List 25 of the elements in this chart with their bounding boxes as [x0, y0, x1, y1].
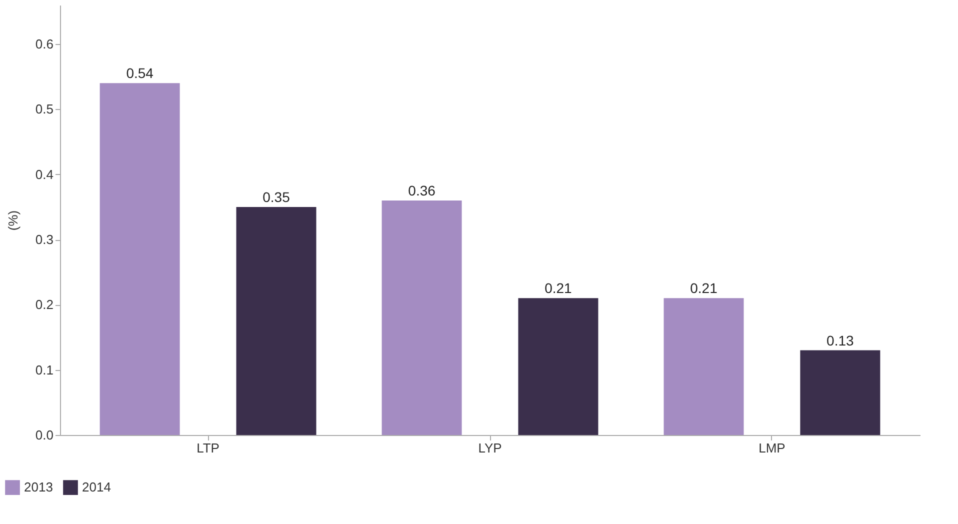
data-label: 0.36: [408, 182, 436, 198]
y-tick-label: 0.3: [35, 232, 54, 248]
data-label: 0.21: [690, 280, 718, 296]
data-label: 0.21: [544, 280, 572, 296]
x-tick-label: LTP: [196, 440, 220, 456]
y-tick-label: 0.1: [35, 362, 54, 378]
legend-label: 2013: [24, 480, 53, 495]
x-tick-label: LMP: [758, 440, 786, 456]
x-tick-label: LYP: [478, 440, 502, 456]
y-tick-label: 0.0: [35, 428, 54, 442]
y-tick-label: 0.2: [35, 297, 54, 312]
y-axis-title: (%): [5, 210, 20, 231]
legend-label: 2014: [82, 480, 111, 495]
bar: [664, 298, 744, 435]
data-label: 0.13: [826, 332, 854, 348]
y-tick-label: 0.5: [35, 102, 54, 117]
bar: [236, 206, 316, 435]
bar: [518, 298, 598, 435]
data-label: 0.54: [126, 65, 154, 82]
bar: [382, 200, 462, 435]
bar: [100, 83, 180, 435]
data-label: 0.35: [262, 188, 290, 205]
y-tick-label: 0.6: [35, 36, 54, 52]
bar: [800, 350, 880, 435]
y-tick-label: 0.4: [35, 166, 54, 182]
